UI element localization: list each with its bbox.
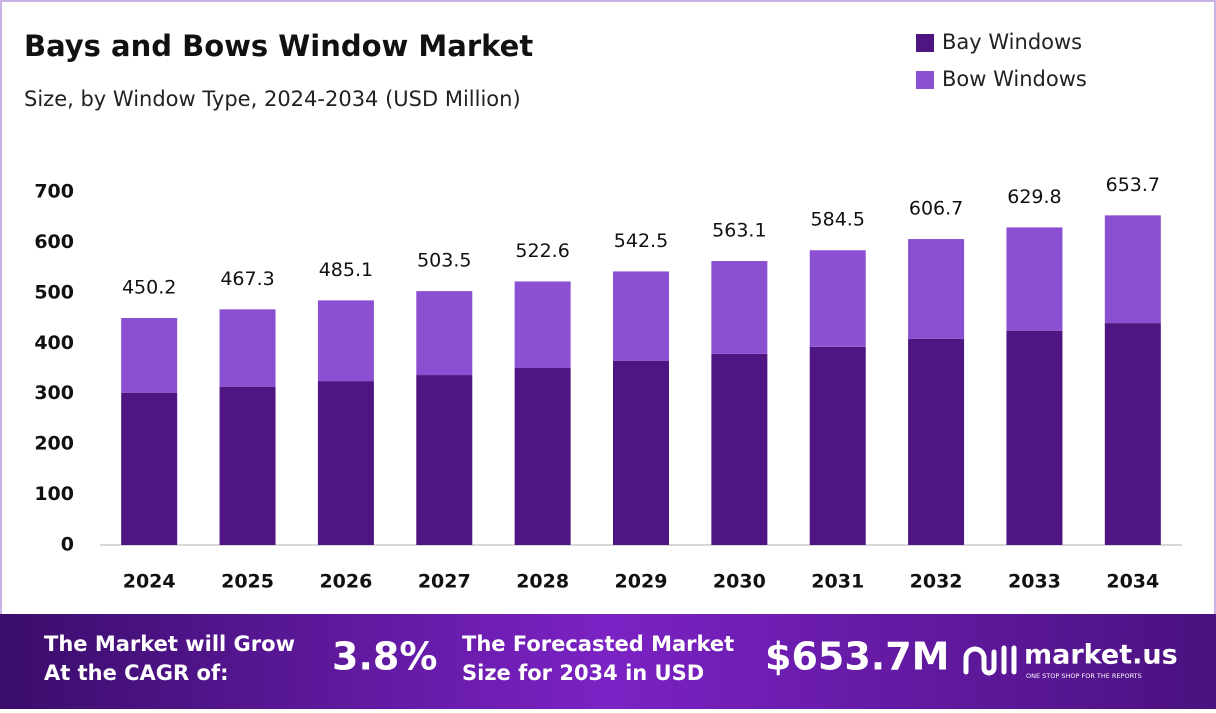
banner-value: 3.8% (332, 635, 437, 679)
total-label: 542.5 (614, 230, 668, 252)
banner-label: The Market will Grow (44, 632, 295, 656)
total-label: 584.5 (811, 209, 865, 231)
y-tick-label: 0 (61, 534, 74, 556)
bar-segment (908, 239, 965, 339)
bar-segment (809, 346, 866, 545)
x-tick-label: 2028 (516, 571, 569, 593)
y-tick-label: 700 (34, 181, 74, 203)
x-tick-label: 2031 (811, 571, 864, 593)
brand-logo (963, 645, 1017, 676)
bar-segment (1006, 330, 1063, 545)
total-label: 503.5 (417, 250, 471, 272)
bar-segment (121, 392, 178, 545)
x-tick-label: 2033 (1008, 571, 1061, 593)
bar-segment (121, 317, 178, 393)
x-tick-label: 2027 (418, 571, 471, 593)
bar-segment (514, 367, 571, 545)
total-label: 563.1 (712, 220, 766, 242)
x-tick-label: 2026 (319, 571, 372, 593)
bar-segment (1104, 323, 1161, 545)
bar-segment (711, 261, 768, 354)
bar-segment (613, 360, 669, 545)
y-tick-label: 200 (34, 433, 74, 455)
legend-swatch (916, 71, 934, 89)
legend-label: Bay Windows (942, 30, 1082, 54)
bar-segment (1104, 215, 1161, 324)
total-label: 467.3 (220, 268, 274, 290)
x-tick-label: 2030 (713, 571, 766, 593)
legend-swatch (916, 34, 934, 52)
x-tick-label: 2034 (1106, 571, 1159, 593)
banner-label: The Forecasted Market (462, 632, 734, 656)
x-tick-label: 2025 (221, 571, 274, 593)
bar-segment (1006, 227, 1063, 331)
y-tick-label: 600 (34, 231, 74, 253)
total-label: 606.7 (909, 198, 963, 220)
chart-subtitle: Size, by Window Type, 2024-2034 (USD Mil… (24, 87, 521, 111)
legend-label: Bow Windows (942, 67, 1087, 91)
bar-segment (416, 375, 473, 545)
total-label: 522.6 (515, 240, 569, 262)
total-label: 485.1 (319, 259, 373, 281)
bar-segment (514, 281, 571, 368)
tagline: ONE STOP SHOP FOR THE REPORTS (1026, 672, 1142, 680)
total-label: 653.7 (1106, 174, 1160, 196)
banner-label: Size for 2034 in USD (462, 661, 704, 685)
x-tick-label: 2029 (615, 571, 668, 593)
brand: market.us (1024, 640, 1178, 671)
chart-title: Bays and Bows Window Market (24, 29, 533, 63)
y-tick-label: 400 (34, 332, 74, 354)
bar-segment (219, 309, 276, 387)
total-label: 450.2 (122, 276, 176, 298)
bar-segment (613, 271, 669, 361)
bar-segment (908, 338, 965, 545)
y-tick-label: 500 (34, 281, 74, 303)
bar-segment (219, 386, 276, 545)
bar-segment (317, 381, 374, 545)
bar-segment (317, 300, 374, 382)
bar-segment (809, 250, 866, 347)
banner-label: At the CAGR of: (44, 661, 229, 685)
bar-segment (711, 353, 768, 545)
banner-value: $653.7M (765, 635, 949, 679)
total-label: 629.8 (1007, 186, 1061, 208)
bar-segment (416, 291, 473, 376)
y-tick-label: 300 (34, 382, 74, 404)
y-tick-label: 100 (34, 483, 74, 505)
x-tick-label: 2024 (123, 571, 176, 593)
x-tick-label: 2032 (910, 571, 963, 593)
banner-text: The Market will Grow At the CAGR of: 3.8… (44, 632, 1178, 685)
